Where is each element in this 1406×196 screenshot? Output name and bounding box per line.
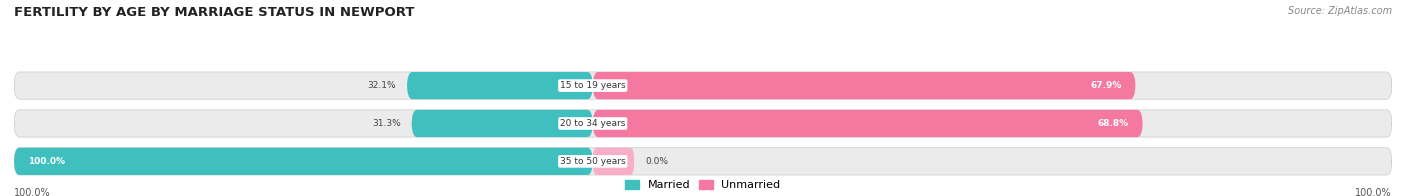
Text: Source: ZipAtlas.com: Source: ZipAtlas.com [1288, 6, 1392, 16]
Text: 31.3%: 31.3% [371, 119, 401, 128]
Text: 67.9%: 67.9% [1090, 81, 1122, 90]
Legend: Married, Unmarried: Married, Unmarried [626, 180, 780, 191]
Text: 20 to 34 years: 20 to 34 years [560, 119, 626, 128]
FancyBboxPatch shape [14, 110, 1392, 137]
FancyBboxPatch shape [412, 110, 593, 137]
FancyBboxPatch shape [593, 148, 634, 175]
Text: 0.0%: 0.0% [645, 157, 668, 166]
Text: FERTILITY BY AGE BY MARRIAGE STATUS IN NEWPORT: FERTILITY BY AGE BY MARRIAGE STATUS IN N… [14, 6, 415, 19]
Text: 35 to 50 years: 35 to 50 years [560, 157, 626, 166]
Text: 32.1%: 32.1% [367, 81, 396, 90]
FancyBboxPatch shape [14, 148, 593, 175]
FancyBboxPatch shape [593, 72, 1136, 99]
Text: 100.0%: 100.0% [1355, 188, 1392, 196]
FancyBboxPatch shape [14, 148, 1392, 175]
Text: 68.8%: 68.8% [1098, 119, 1129, 128]
FancyBboxPatch shape [406, 72, 593, 99]
FancyBboxPatch shape [593, 110, 1143, 137]
Text: 100.0%: 100.0% [28, 157, 65, 166]
Text: 100.0%: 100.0% [14, 188, 51, 196]
FancyBboxPatch shape [14, 72, 1392, 99]
Text: 15 to 19 years: 15 to 19 years [560, 81, 626, 90]
